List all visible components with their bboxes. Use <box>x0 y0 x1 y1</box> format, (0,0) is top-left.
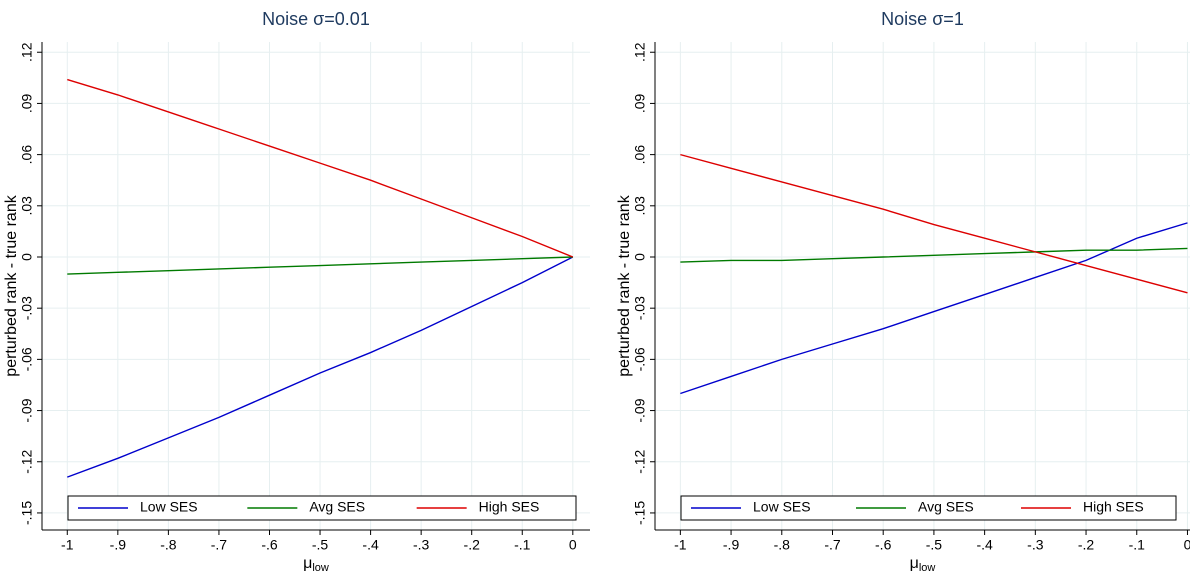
chart-title: Noise σ=1 <box>881 9 964 29</box>
legend-label: Avg SES <box>918 499 974 515</box>
x-tick-label: -.5 <box>926 537 943 553</box>
x-axis-label: μlow <box>910 555 936 571</box>
x-tick-label: -.9 <box>723 537 740 553</box>
y-tick-label: -.12 <box>19 449 35 473</box>
y-tick-label: .06 <box>19 145 35 165</box>
x-tick-label: -.6 <box>875 537 892 553</box>
series-line <box>680 222 1188 395</box>
y-tick-label: .09 <box>19 93 35 113</box>
x-tick-label: -1 <box>674 537 687 553</box>
x-tick-label: -.3 <box>1027 537 1044 553</box>
x-tick-label: -.8 <box>774 537 791 553</box>
x-tick-label: -.2 <box>1078 537 1095 553</box>
legend-label: High SES <box>479 499 540 515</box>
y-tick-label: 0 <box>19 253 35 261</box>
x-axis-label-sub: low <box>919 562 936 571</box>
plot-area <box>655 42 1190 530</box>
x-tick-label: -.1 <box>514 537 531 553</box>
x-tick-label: -.9 <box>110 537 127 553</box>
x-axis-label-main: μ <box>910 555 919 571</box>
chart-title: Noise σ=0.01 <box>262 9 370 29</box>
y-tick-label: -.06 <box>632 347 648 371</box>
y-axis-label: perturbed rank - true rank <box>616 194 633 376</box>
legend-box <box>680 495 1177 521</box>
legend-label: Low SES <box>753 499 811 515</box>
legend-box <box>67 495 577 521</box>
y-tick-label: -.12 <box>632 449 648 473</box>
x-tick-label: -1 <box>61 537 74 553</box>
x-tick-label: -.4 <box>976 537 993 553</box>
x-tick-label: -.7 <box>824 537 841 553</box>
legend-label: Low SES <box>140 499 198 515</box>
y-tick-label: .06 <box>632 145 648 165</box>
y-tick-label: .03 <box>19 196 35 216</box>
y-tick-label: -.03 <box>19 296 35 320</box>
legend-label: High SES <box>1083 499 1144 515</box>
y-tick-label: -.09 <box>19 398 35 422</box>
x-axis-label: μlow <box>303 555 329 571</box>
y-tick-label: -.03 <box>632 296 648 320</box>
series-line <box>67 256 573 275</box>
x-tick-label: -.3 <box>413 537 430 553</box>
x-tick-label: -.8 <box>160 537 177 553</box>
legend-label: Avg SES <box>309 499 365 515</box>
x-tick-label: 0 <box>569 537 577 553</box>
y-axis-label: perturbed rank - true rank <box>3 194 20 376</box>
series-line <box>67 78 574 258</box>
x-axis-label-main: μ <box>303 555 312 571</box>
x-tick-label: -.6 <box>261 537 278 553</box>
y-tick-label: .12 <box>632 42 648 62</box>
y-tick-label: .12 <box>19 42 35 62</box>
x-tick-label: -.1 <box>1129 537 1146 553</box>
y-tick-label: .09 <box>632 93 648 113</box>
y-tick-label: -.09 <box>632 398 648 422</box>
x-tick-label: 0 <box>1184 537 1190 553</box>
x-tick-label: -.2 <box>464 537 481 553</box>
y-tick-label: -.06 <box>19 347 35 371</box>
series-line <box>680 247 1188 263</box>
series-line <box>680 153 1188 294</box>
x-axis-label-sub: low <box>312 562 329 571</box>
x-tick-label: -.4 <box>362 537 379 553</box>
plot-area <box>42 42 590 530</box>
y-tick-label: -.15 <box>19 501 35 525</box>
series-line <box>67 256 574 478</box>
y-tick-label: 0 <box>632 253 648 261</box>
x-tick-label: -.7 <box>211 537 228 553</box>
y-tick-label: .03 <box>632 196 648 216</box>
y-tick-label: -.15 <box>632 501 648 525</box>
x-tick-label: -.5 <box>312 537 329 553</box>
